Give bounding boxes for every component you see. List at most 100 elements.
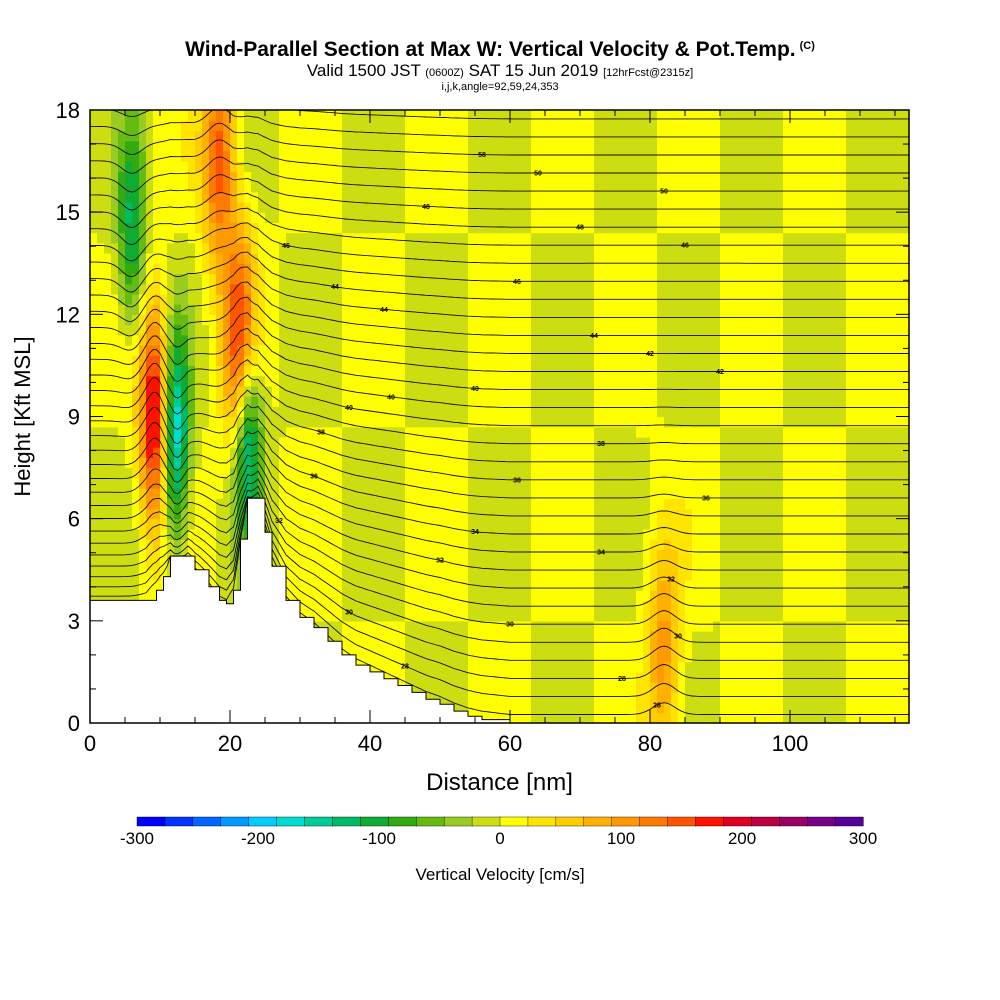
- field-cell: [510, 324, 518, 336]
- field-cell: [517, 304, 525, 315]
- field-cell: [342, 477, 350, 489]
- field-cell: [111, 120, 119, 132]
- field-cell: [475, 191, 483, 203]
- field-cell: [489, 590, 497, 601]
- field-cell: [244, 416, 252, 428]
- field-cell: [223, 559, 231, 571]
- field-cell: [146, 488, 154, 499]
- field-cell: [244, 191, 252, 203]
- field-cell: [664, 171, 672, 183]
- field-cell: [573, 498, 581, 510]
- field-cell: [517, 559, 525, 571]
- field-cell: [216, 559, 224, 571]
- field-cell: [622, 436, 630, 448]
- field-cell: [377, 263, 385, 275]
- field-cell: [538, 682, 546, 693]
- field-cell: [377, 447, 385, 458]
- field-cell: [125, 181, 133, 193]
- field-cell: [496, 610, 504, 622]
- field-cell: [566, 242, 574, 254]
- field-cell: [132, 110, 140, 121]
- field-cell: [412, 334, 420, 346]
- field-cell: [657, 150, 665, 162]
- field-cell: [237, 140, 245, 152]
- field-cell: [496, 477, 504, 489]
- field-cell: [601, 120, 609, 132]
- field-cell: [328, 518, 336, 530]
- field-cell: [594, 385, 602, 397]
- field-cell: [405, 539, 413, 550]
- field-cell: [643, 212, 651, 223]
- field-cell: [615, 253, 623, 264]
- field-cell: [482, 355, 490, 367]
- field-cell: [328, 120, 336, 132]
- field-cell: [230, 171, 238, 183]
- field-cell: [132, 488, 140, 499]
- field-cell: [314, 447, 322, 458]
- field-cell: [552, 467, 560, 479]
- field-cell: [510, 559, 518, 571]
- field-cell: [216, 488, 224, 499]
- field-cell: [531, 671, 539, 683]
- field-cell: [510, 692, 518, 704]
- field-cell: [321, 191, 329, 203]
- field-cell: [517, 253, 525, 264]
- field-cell: [349, 498, 357, 510]
- field-cell: [307, 518, 315, 530]
- field-cell: [622, 396, 630, 407]
- field-cell: [244, 447, 252, 458]
- field-cell: [125, 539, 133, 550]
- field-cell: [132, 457, 140, 469]
- field-cell: [188, 416, 196, 428]
- field-cell: [223, 508, 231, 520]
- field-cell: [454, 631, 462, 642]
- field-cell: [209, 253, 217, 264]
- field-cell: [482, 447, 490, 458]
- field-cell: [489, 508, 497, 520]
- field-cell: [265, 263, 273, 275]
- field-cell: [202, 436, 210, 448]
- field-cell: [342, 242, 350, 254]
- field-cell: [279, 528, 287, 540]
- field-cell: [167, 334, 175, 346]
- field-cell: [398, 150, 406, 162]
- field-cell: [286, 447, 294, 458]
- field-cell: [650, 181, 658, 193]
- field-cell: [300, 314, 308, 326]
- field-cell: [377, 498, 385, 510]
- field-cell: [398, 283, 406, 295]
- field-cell: [363, 518, 371, 530]
- field-cell: [664, 396, 672, 407]
- field-cell: [272, 232, 280, 244]
- field-cell: [615, 212, 623, 223]
- field-cell: [587, 344, 595, 356]
- field-cell: [629, 324, 637, 336]
- field-cell: [356, 161, 364, 172]
- field-cell: [370, 212, 378, 223]
- field-cell: [321, 273, 329, 285]
- field-cell: [643, 355, 651, 367]
- field-cell: [97, 181, 105, 193]
- field-cell: [356, 212, 364, 223]
- field-cell: [111, 447, 119, 458]
- field-cell: [580, 150, 588, 162]
- field-cell: [258, 181, 266, 193]
- field-cell: [216, 150, 224, 162]
- field-cell: [412, 682, 420, 693]
- field-cell: [398, 355, 406, 367]
- field-cell: [489, 181, 497, 193]
- field-cell: [524, 488, 532, 499]
- field-cell: [664, 671, 672, 683]
- field-cell: [629, 283, 637, 295]
- field-cell: [272, 283, 280, 295]
- field-cell: [384, 171, 392, 183]
- field-cell: [237, 242, 245, 254]
- field-cell: [643, 579, 651, 591]
- field-cell: [517, 661, 525, 673]
- field-cell: [349, 344, 357, 356]
- field-cell: [510, 539, 518, 550]
- field-cell: [580, 488, 588, 499]
- field-cell: [629, 416, 637, 428]
- field-cell: [566, 692, 574, 704]
- field-cell: [566, 477, 574, 489]
